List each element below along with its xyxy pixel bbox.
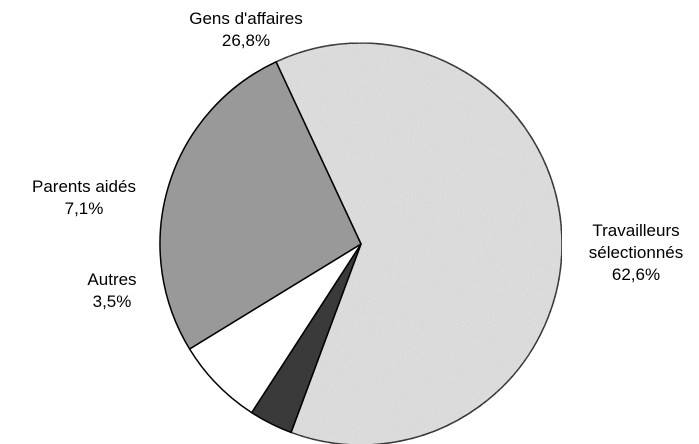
slice-name-label: sélectionnés — [589, 243, 684, 262]
pie-slice-travailleurs-s-lectionn-s — [275, 42, 563, 444]
slice-name-label: Parents aidés — [32, 177, 136, 196]
slice-value-label: 3,5% — [93, 292, 132, 311]
slice-value-label: 62,6% — [612, 265, 660, 284]
slice-label: Gens d'affaires 26,8% — [189, 9, 303, 50]
slice-value-label: 26,8% — [222, 31, 270, 50]
slice-label: Autres 3,5% — [87, 270, 136, 311]
pie-slices — [159, 42, 563, 444]
slice-name-label: Autres — [87, 270, 136, 289]
pie-slice-gens-d-affaires — [159, 61, 362, 350]
slice-name-label: Gens d'affaires — [189, 9, 303, 28]
slice-value-label: 7,1% — [65, 199, 104, 218]
slice-name-label: Travailleurs — [592, 221, 679, 240]
slice-labels: Travailleurs sélectionnés 62,6% Autres 3,5% P… — [32, 9, 683, 311]
slice-label: Travailleurs sélectionnés 62,6% — [589, 221, 684, 284]
slice-label: Parents aidés 7,1% — [32, 177, 136, 218]
